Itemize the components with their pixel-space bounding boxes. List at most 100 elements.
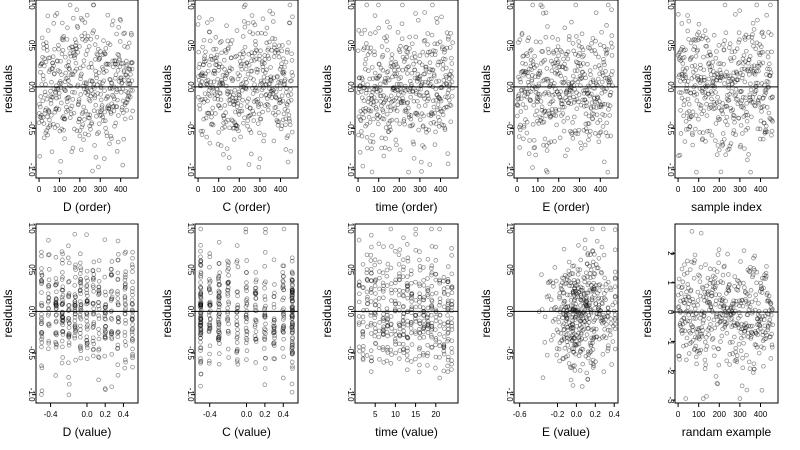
data-point [198, 310, 204, 315]
data-point [240, 80, 246, 86]
data-point [378, 93, 384, 99]
data-point [680, 45, 685, 50]
data-point [547, 115, 553, 120]
data-point [403, 88, 408, 93]
data-point [726, 146, 732, 152]
data-point [396, 67, 401, 72]
data-point [584, 88, 590, 93]
data-point [571, 100, 577, 105]
data-point [108, 77, 113, 82]
data-point [56, 90, 62, 96]
data-point [408, 94, 413, 100]
data-point [253, 288, 258, 294]
data-point [268, 78, 273, 83]
data-point [523, 105, 529, 111]
data-point [539, 272, 544, 277]
data-point [431, 120, 436, 125]
data-point [66, 321, 72, 326]
data-point [207, 38, 213, 44]
data-point [447, 45, 453, 50]
data-point [113, 120, 119, 126]
data-point [46, 284, 51, 290]
data-point [446, 34, 451, 40]
data-point [48, 101, 54, 106]
data-point [196, 77, 202, 83]
data-point [425, 330, 431, 335]
data-point [391, 63, 396, 68]
data-point [736, 341, 742, 347]
data-point [538, 99, 544, 104]
data-point [554, 122, 559, 128]
data-point [60, 315, 66, 320]
data-point [604, 288, 609, 293]
data-point [542, 77, 547, 83]
data-point [255, 121, 261, 126]
y-axis-title: residuals [479, 65, 493, 113]
data-point [261, 85, 266, 91]
data-point [585, 83, 591, 89]
data-point [737, 71, 743, 76]
data-point [566, 361, 572, 366]
data-point [765, 54, 771, 60]
data-point [265, 96, 270, 101]
data-point [553, 108, 559, 114]
data-point [72, 301, 78, 306]
data-point [681, 113, 686, 119]
data-point [224, 83, 229, 89]
data-point [206, 110, 211, 116]
data-point [46, 346, 51, 352]
data-point [66, 325, 72, 330]
data-point [694, 169, 699, 175]
data-point [440, 46, 445, 51]
data-point [66, 320, 72, 326]
data-point [72, 299, 78, 304]
data-point [403, 66, 409, 72]
data-point [54, 306, 59, 311]
data-point [90, 283, 96, 288]
data-point [521, 136, 526, 142]
data-point [762, 88, 768, 94]
data-point [745, 60, 751, 66]
y-axis-title: residuals [160, 65, 174, 113]
data-point [39, 302, 44, 308]
data-point [684, 289, 689, 295]
data-point [212, 68, 217, 74]
data-point [413, 304, 419, 310]
data-point [41, 76, 46, 82]
data-point [372, 321, 378, 327]
data-point [122, 333, 128, 338]
data-point [53, 331, 58, 337]
data-point [439, 84, 444, 90]
data-point [408, 84, 414, 89]
data-point [417, 117, 423, 123]
residual-panel: 0 100 200 300 400-1.0-0.50.00.51.0E (order)r… [479, 0, 619, 214]
data-point [407, 89, 413, 94]
data-point [280, 270, 286, 275]
data-point [552, 91, 558, 97]
data-point [699, 88, 705, 94]
data-point [78, 260, 83, 266]
data-point [394, 81, 400, 87]
data-point [216, 304, 222, 310]
x-tick-label: 400 [754, 185, 768, 194]
data-point [433, 365, 438, 371]
data-point [78, 302, 84, 307]
data-point [74, 23, 80, 29]
data-point [515, 102, 520, 108]
y-tick-label: 0.5 [346, 40, 355, 52]
x-tick-label: 0.4 [609, 410, 621, 419]
data-point [758, 105, 763, 111]
data-point [224, 146, 230, 151]
data-point [44, 44, 50, 49]
data-point [682, 78, 687, 84]
data-point [66, 340, 72, 346]
y-tick-label: 1.0 [27, 0, 36, 10]
data-point [600, 284, 605, 290]
data-point [104, 133, 110, 139]
data-point [263, 82, 269, 88]
data-point [699, 111, 705, 117]
data-point [130, 264, 135, 270]
data-point [289, 309, 295, 315]
data-point [286, 116, 292, 122]
data-point [92, 93, 98, 98]
